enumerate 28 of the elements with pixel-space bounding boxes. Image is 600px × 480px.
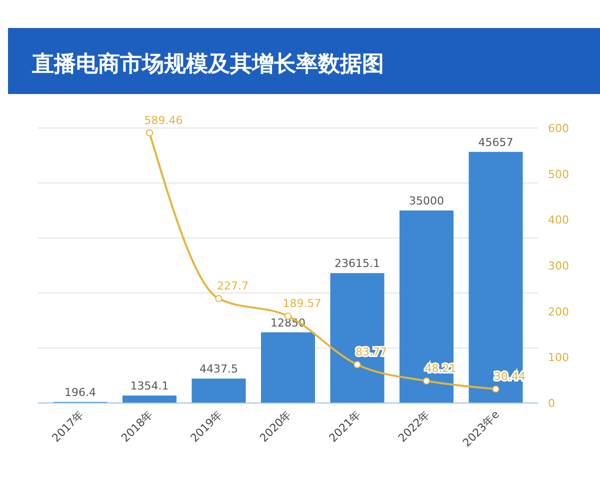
data-label: 227.7 xyxy=(217,280,248,293)
y2-tick-label: 500 xyxy=(548,168,569,181)
data-label: 196.4 xyxy=(64,386,96,399)
data-label: 23615.1 xyxy=(334,257,380,270)
bar xyxy=(122,396,177,403)
point xyxy=(422,377,430,384)
point xyxy=(492,385,500,393)
bar xyxy=(399,210,454,403)
y2-tick-label: 0 xyxy=(548,397,555,410)
point xyxy=(215,295,222,302)
y2-tick-label: 400 xyxy=(548,214,569,227)
bar xyxy=(330,273,384,403)
y2-tick-label: 600 xyxy=(548,122,569,135)
data-label: 45657 xyxy=(478,136,514,149)
y2-tick-label: 300 xyxy=(548,260,569,272)
point xyxy=(146,129,154,136)
y2-tick-label: 200 xyxy=(548,305,569,318)
data-label: 1354.1 xyxy=(130,380,169,393)
data-label: 35000 xyxy=(409,194,444,208)
data-label: 589.46 xyxy=(144,114,183,127)
y2-tick-label: 100 xyxy=(548,351,569,364)
data-label: 4437.5 xyxy=(200,362,238,376)
data-label: 189.57 xyxy=(282,297,322,310)
bar xyxy=(468,152,523,403)
bar xyxy=(192,378,246,403)
bar xyxy=(260,332,316,403)
chart-title: 直播电商市场规模及其增长率数据图 xyxy=(31,51,384,77)
point xyxy=(354,361,361,368)
